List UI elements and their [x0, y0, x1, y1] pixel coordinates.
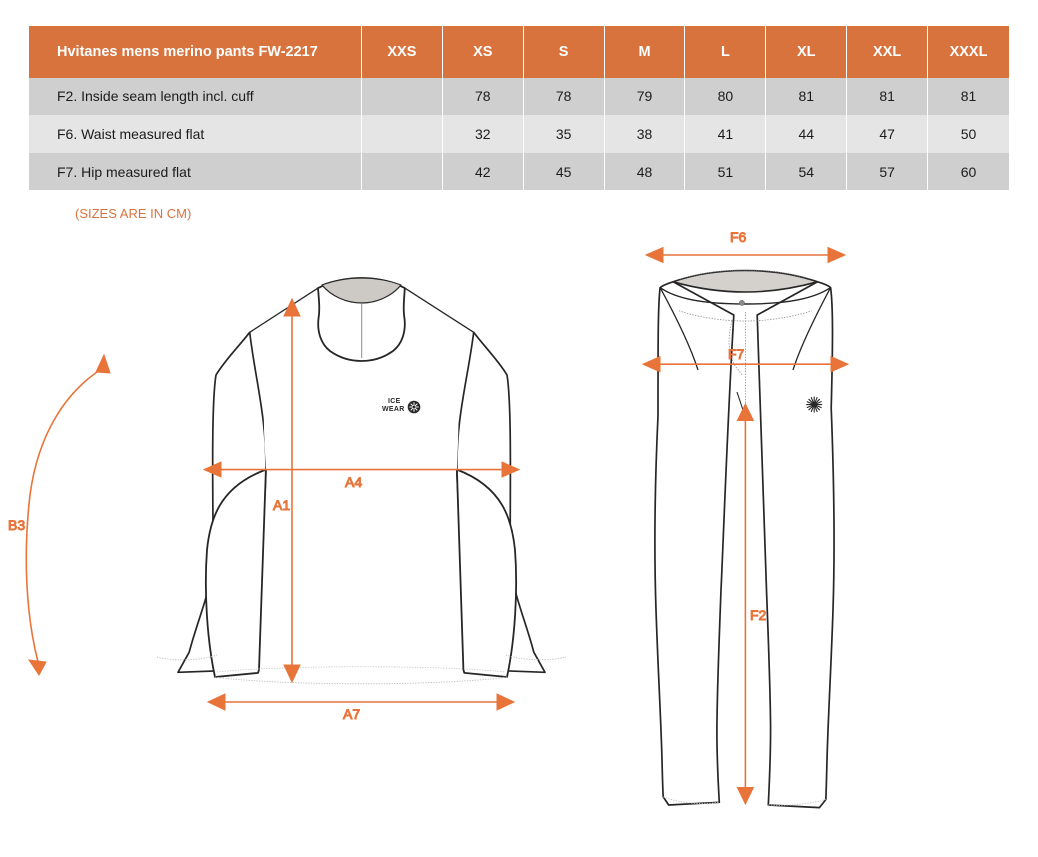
- svg-text:ICE: ICE: [388, 398, 401, 405]
- svg-text:A1: A1: [273, 497, 290, 513]
- svg-text:F2: F2: [750, 607, 767, 623]
- svg-text:A4: A4: [345, 474, 362, 490]
- svg-text:WEAR: WEAR: [382, 406, 405, 413]
- svg-text:F6: F6: [730, 232, 747, 245]
- svg-text:A7: A7: [343, 706, 360, 722]
- svg-text:F7: F7: [728, 346, 745, 362]
- svg-text:B3: B3: [8, 517, 25, 533]
